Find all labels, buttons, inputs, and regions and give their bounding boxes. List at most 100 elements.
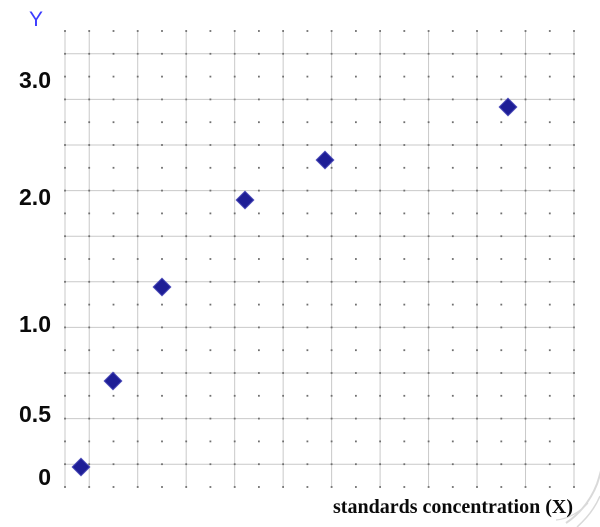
grid-dot [330, 30, 333, 32]
grid-dot [573, 235, 575, 238]
grid-dot [112, 417, 115, 420]
grid-dot [355, 440, 357, 443]
grid-dot [64, 417, 66, 420]
grid-dot [548, 121, 551, 124]
grid-dot [258, 98, 260, 101]
grid-dot [355, 326, 357, 329]
grid-dot [258, 417, 260, 420]
grid-dot [500, 98, 503, 101]
y-tick-label: 1.0 [19, 311, 51, 337]
grid-dot [282, 372, 284, 374]
grid-dot [64, 326, 66, 329]
grid-dot [233, 349, 236, 352]
grid-dot [427, 486, 430, 488]
grid-dot [64, 212, 66, 215]
grid-dot [573, 326, 575, 329]
grid-dot [136, 98, 139, 101]
grid-dot [451, 212, 454, 215]
grid-dot [355, 349, 357, 352]
grid-dot [233, 189, 236, 192]
grid-dot [379, 258, 381, 260]
grid-dot [136, 258, 139, 260]
grid-dot [233, 417, 236, 420]
y-tick-label: 0.5 [19, 401, 51, 427]
grid-dot [233, 394, 236, 397]
grid-dot [233, 30, 236, 32]
grid-dot [64, 486, 66, 488]
grid-dot [161, 394, 163, 397]
grid-dot [451, 394, 454, 397]
grid-dot [64, 303, 66, 306]
grid-dot [476, 463, 478, 466]
grid-dot [112, 144, 115, 146]
grid-dot [500, 258, 503, 260]
grid-dot [88, 235, 91, 238]
grid-dot [306, 280, 309, 283]
grid-dot [403, 52, 406, 55]
grid-dot [451, 30, 454, 32]
grid-dot [403, 166, 406, 169]
grid-dot [258, 189, 260, 192]
grid-dot [403, 326, 406, 329]
grid-dot [330, 212, 333, 215]
grid-dot [88, 486, 91, 488]
grid-dot [282, 258, 284, 260]
grid-dot [306, 75, 309, 78]
grid-dot [500, 372, 503, 374]
grid-dot [330, 235, 333, 238]
grid-dot [476, 121, 478, 124]
grid-dot [403, 394, 406, 397]
data-point-marker [152, 277, 172, 297]
grid-dot [185, 189, 188, 192]
grid-dot [258, 440, 260, 443]
grid-dot [209, 121, 212, 124]
grid-dot [161, 417, 163, 420]
grid-dot [112, 235, 115, 238]
grid-dot [403, 258, 406, 260]
grid-dot [233, 121, 236, 124]
grid-dot [355, 144, 357, 146]
grid-dot [185, 144, 188, 146]
grid-dot [573, 440, 575, 443]
grid-dot [500, 349, 503, 352]
grid-dot [233, 235, 236, 238]
grid-dot [88, 349, 91, 352]
grid-dot [282, 52, 284, 55]
grid-dot [282, 166, 284, 169]
grid-dot [403, 440, 406, 443]
grid-dot [185, 166, 188, 169]
grid-dot [451, 440, 454, 443]
grid-dot [258, 326, 260, 329]
grid-dot [573, 372, 575, 374]
grid-dot [282, 75, 284, 78]
grid-dot [500, 440, 503, 443]
grid-dot [136, 463, 139, 466]
grid-dot [88, 212, 91, 215]
grid-dot [258, 30, 260, 32]
grid-dot [64, 372, 66, 374]
grid-dot [306, 189, 309, 192]
grid-dot [451, 189, 454, 192]
grid-dot [379, 166, 381, 169]
grid-dot [233, 440, 236, 443]
y-axis-title: Y [29, 8, 44, 31]
grid-dot [524, 121, 527, 124]
grid-dot [403, 189, 406, 192]
grid-dot [282, 326, 284, 329]
grid-dot [476, 440, 478, 443]
grid-dot [500, 75, 503, 78]
grid-dot [306, 372, 309, 374]
grid-dot [403, 463, 406, 466]
data-point-marker [103, 371, 123, 391]
grid-dot [209, 486, 212, 488]
grid-dot [451, 372, 454, 374]
grid-dot [548, 52, 551, 55]
grid-dot [379, 463, 381, 466]
grid-dot [185, 212, 188, 215]
grid-dot [330, 121, 333, 124]
grid-dot [64, 440, 66, 443]
grid-dot [524, 280, 527, 283]
grid-dot [209, 417, 212, 420]
grid-dot [282, 98, 284, 101]
grid-dot [573, 189, 575, 192]
